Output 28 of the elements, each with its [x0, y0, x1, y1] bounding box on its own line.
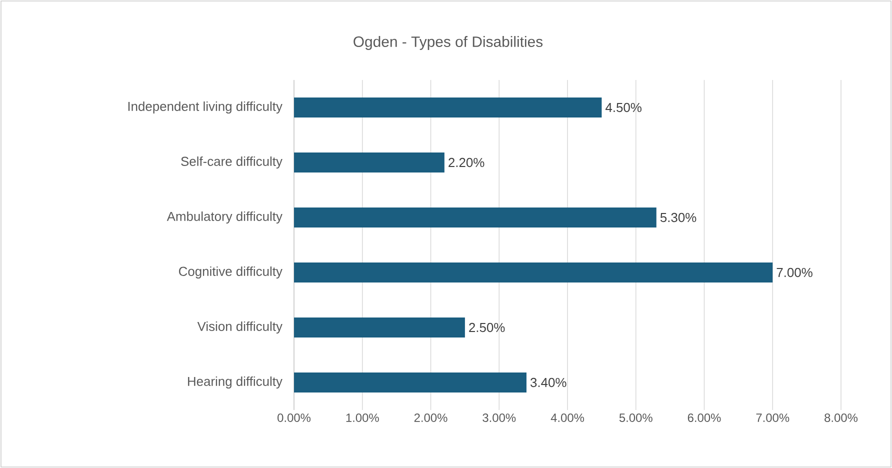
data-label: 3.40%	[530, 378, 566, 388]
x-tick-label: 3.00%	[482, 414, 516, 422]
x-tick-label: 6.00%	[688, 414, 721, 422]
bar	[294, 98, 602, 118]
data-label: 5.30%	[660, 212, 696, 222]
x-tick-label: 0.00%	[278, 414, 311, 422]
y-tick-label: Self-care difficulty	[181, 156, 282, 169]
data-label: 2.20%	[448, 158, 484, 168]
x-tick-label: 2.00%	[414, 414, 448, 422]
data-label: 4.50%	[606, 102, 642, 112]
y-tick-label: Cognitive difficulty	[178, 266, 282, 279]
chart-title: Ogden - Types of Disabilities	[354, 36, 543, 50]
y-tick-label: Ambulatory difficulty	[166, 211, 282, 224]
x-tick-label: 5.00%	[619, 414, 652, 422]
bar	[294, 262, 773, 282]
y-tick-label: Vision difficulty	[197, 321, 282, 334]
bar	[294, 152, 444, 173]
x-tick-label: 8.00%	[824, 414, 858, 422]
bar	[294, 318, 465, 338]
x-tick-label: 7.00%	[756, 414, 790, 422]
data-label: 7.00%	[776, 268, 812, 278]
data-label: 2.50%	[469, 322, 505, 332]
y-tick-label: Hearing difficulty	[188, 376, 282, 389]
x-tick-label: 4.00%	[550, 414, 584, 422]
x-tick-label: 1.00%	[346, 414, 379, 422]
bar	[294, 208, 656, 228]
y-tick-label: Independent living difficulty	[128, 101, 282, 114]
bar	[294, 372, 526, 392]
